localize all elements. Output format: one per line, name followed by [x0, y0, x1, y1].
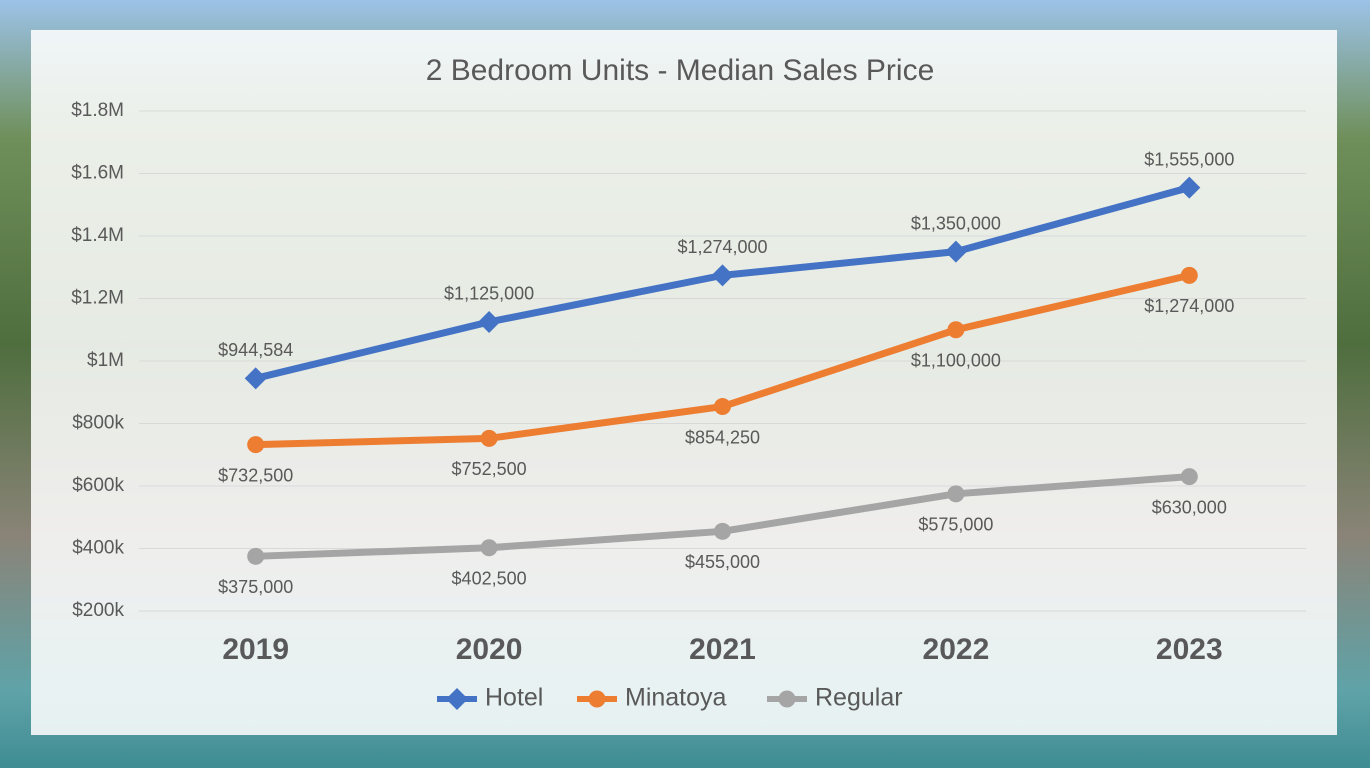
data-point	[480, 429, 498, 447]
data-point	[1180, 266, 1198, 284]
x-tick-label: 2020	[456, 633, 523, 666]
data-label: $575,000	[918, 515, 993, 535]
data-point	[947, 321, 965, 339]
y-tick-label: $400k	[72, 538, 124, 559]
data-point	[1178, 176, 1201, 199]
data-point	[1180, 468, 1198, 486]
legend-label: Minatoya	[625, 684, 727, 712]
data-label: $402,500	[452, 568, 527, 588]
data-label: $1,125,000	[444, 284, 534, 304]
data-point	[247, 436, 265, 454]
legend-label: Regular	[815, 684, 903, 712]
legend-marker	[588, 690, 606, 708]
legend-label: Hotel	[485, 684, 543, 712]
x-tick-label: 2021	[689, 633, 756, 666]
data-point	[714, 522, 731, 540]
data-point	[480, 539, 498, 557]
data-label: $455,000	[685, 552, 760, 572]
data-label: $1,274,000	[677, 237, 767, 257]
y-tick-label: $800k	[72, 413, 124, 434]
data-label: $752,500	[452, 459, 527, 479]
x-tick-label: 2019	[222, 633, 289, 666]
data-point	[711, 264, 734, 287]
x-tick-label: 2022	[923, 633, 990, 666]
y-tick-label: $1.4M	[71, 225, 124, 246]
y-tick-label: $200k	[72, 600, 124, 621]
data-label: $944,584	[218, 340, 293, 360]
x-tick-label: 2023	[1156, 633, 1223, 666]
data-point	[478, 310, 501, 333]
data-point	[247, 547, 265, 565]
data-point	[944, 240, 967, 263]
chart-panel	[31, 30, 1337, 735]
data-label: $1,274,000	[1144, 296, 1234, 316]
data-label: $630,000	[1152, 497, 1227, 517]
data-point	[244, 367, 267, 390]
chart-title: 2 Bedroom Units - Median Sales Price	[426, 54, 935, 87]
y-tick-label: $1.2M	[71, 288, 124, 309]
data-point	[714, 398, 731, 416]
y-tick-label: $1.8M	[71, 100, 124, 121]
data-label: $1,100,000	[911, 351, 1001, 371]
data-label: $732,500	[218, 465, 293, 485]
data-label: $1,555,000	[1144, 149, 1234, 169]
data-label: $854,250	[685, 427, 760, 447]
y-tick-label: $1M	[87, 350, 124, 371]
legend-marker	[446, 688, 468, 710]
y-tick-label: $1.6M	[71, 163, 124, 184]
legend-marker	[778, 690, 796, 708]
data-label: $1,350,000	[911, 213, 1001, 233]
data-label: $375,000	[218, 577, 293, 597]
data-point	[947, 485, 965, 503]
y-tick-label: $600k	[72, 475, 124, 496]
